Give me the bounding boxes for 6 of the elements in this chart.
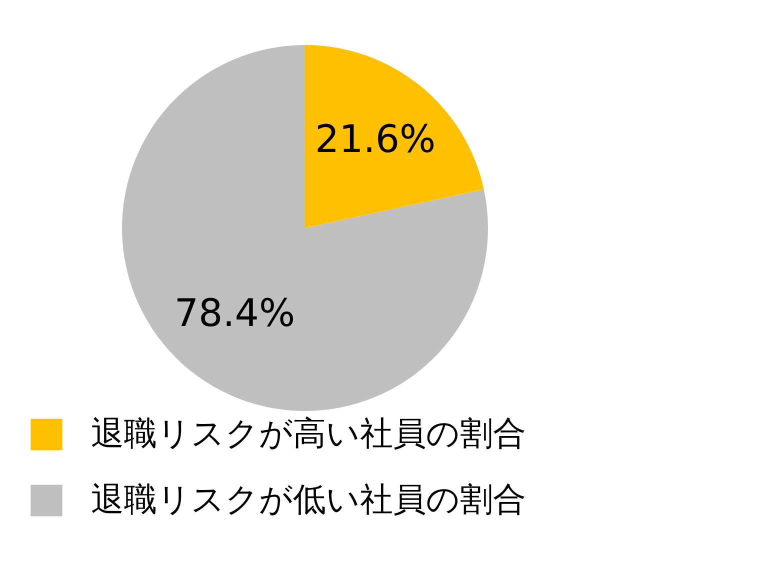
data-label: 78.4%: [174, 291, 296, 336]
pie-slice: [305, 45, 484, 228]
data-label: 21.6%: [314, 116, 436, 161]
legend-label: 退職リスクが低い社員の割合: [91, 480, 526, 518]
legend-label: 退職リスクが高い社員の割合: [91, 414, 526, 452]
pie-slice: [122, 45, 488, 411]
